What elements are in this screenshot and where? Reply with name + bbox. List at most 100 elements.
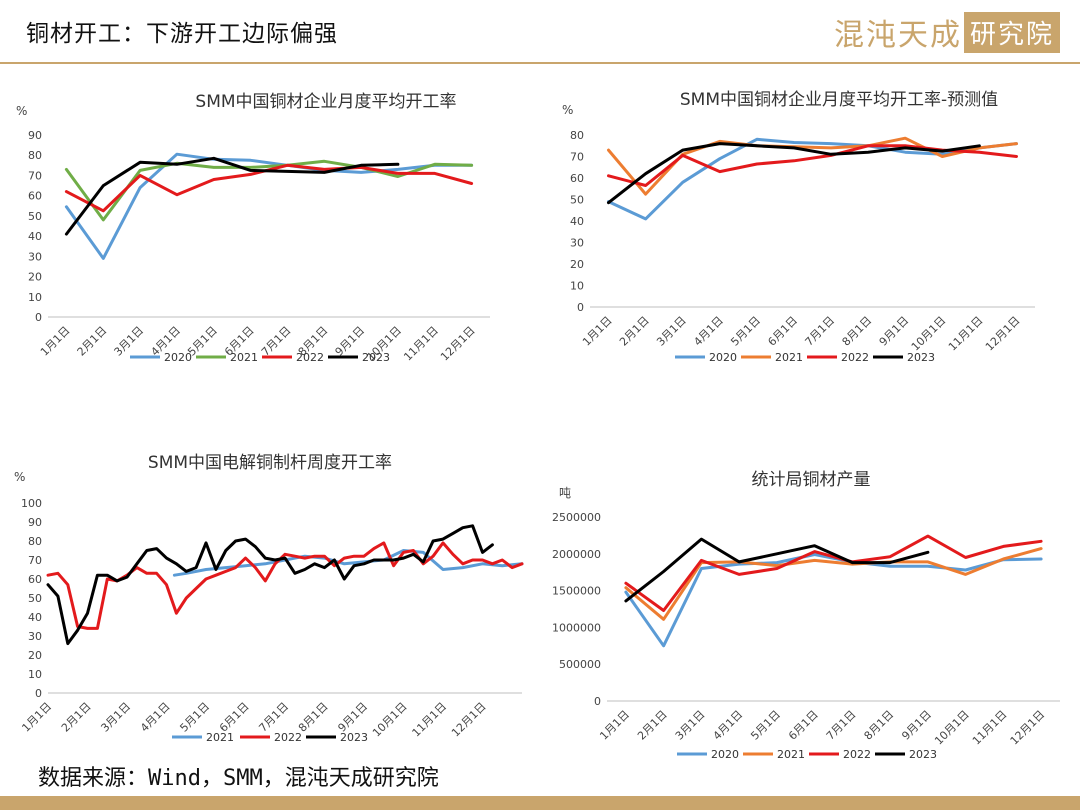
company-logo: 混沌天成 研究院	[834, 10, 1060, 54]
x-tick-label: 7月1日	[259, 324, 294, 359]
y-tick-label: 100	[21, 497, 42, 510]
x-tick-label: 6月1日	[217, 700, 252, 735]
y-tick-label: 70	[28, 554, 42, 567]
y-axis-unit: 吨	[559, 486, 571, 500]
x-tick-label: 11月1日	[970, 708, 1010, 748]
legend-label-2020: 2020	[164, 351, 192, 364]
x-tick-label: 10月1日	[370, 700, 410, 740]
y-tick-label: 90	[28, 129, 42, 142]
y-tick-label: 70	[570, 151, 584, 164]
x-tick-label: 2月1日	[635, 708, 670, 743]
x-tick-label: 5月1日	[177, 700, 212, 735]
legend-label-2023: 2023	[362, 351, 390, 364]
x-tick-label: 5月1日	[728, 314, 763, 349]
chart-title: SMM中国电解铜制杆周度开工率	[148, 453, 392, 473]
y-tick-label: 40	[28, 230, 42, 243]
y-tick-label: 50	[28, 592, 42, 605]
y-tick-label: 10	[570, 280, 584, 293]
logo-box: 研究院	[963, 11, 1060, 53]
x-tick-label: 10月1日	[932, 708, 972, 748]
logo-text: 混沌天成	[833, 18, 962, 53]
x-tick-label: 6月1日	[786, 708, 821, 743]
x-tick-label: 4月1日	[691, 314, 726, 349]
chart-title: SMM中国铜材企业月度平均开工率-预测值	[680, 90, 998, 110]
legend-label-2023: 2023	[340, 731, 368, 744]
x-tick-label: 11月1日	[946, 314, 986, 354]
x-tick-label: 2月1日	[59, 700, 94, 735]
x-tick-label: 11月1日	[401, 324, 441, 364]
series-line-2023	[607, 142, 981, 205]
series-line-2022	[46, 541, 524, 630]
legend-label-2020: 2020	[709, 351, 737, 364]
legend-label-2022: 2022	[843, 748, 871, 761]
x-tick-label: 1月1日	[597, 708, 632, 743]
x-tick-label: 2月1日	[75, 324, 110, 359]
x-tick-label: 12月1日	[438, 324, 478, 364]
x-tick-label: 1月1日	[38, 324, 73, 359]
y-tick-label: 60	[570, 172, 584, 185]
series-line-2020	[607, 137, 1018, 221]
y-tick-label: 50	[570, 194, 584, 207]
y-tick-label: 1500000	[552, 585, 601, 598]
y-axis-unit: %	[16, 104, 27, 118]
series-line-2021	[172, 549, 524, 577]
x-tick-label: 10月1日	[909, 314, 949, 354]
y-tick-label: 30	[28, 250, 42, 263]
series-line-2023	[624, 537, 930, 603]
legend-label-2022: 2022	[296, 351, 324, 364]
y-tick-label: 20	[28, 271, 42, 284]
chart-weekly-rod-operating-rate: SMM中国电解铜制杆周度开工率% 0 10 20 30 40 50 60 70 80 90 100 1月…	[14, 453, 524, 744]
x-tick-label: 1月1日	[19, 700, 54, 735]
y-axis-unit: %	[14, 470, 25, 484]
x-tick-label: 8月1日	[296, 700, 331, 735]
y-tick-label: 90	[28, 516, 42, 529]
x-tick-label: 3月1日	[654, 314, 689, 349]
y-tick-label: 80	[570, 129, 584, 142]
legend-label-2022: 2022	[274, 731, 302, 744]
series-line-2022	[624, 534, 1043, 612]
x-tick-label: 8月1日	[840, 314, 875, 349]
legend-label-2023: 2023	[909, 748, 937, 761]
x-tick-label: 9月1日	[899, 708, 934, 743]
x-tick-label: 3月1日	[673, 708, 708, 743]
y-tick-label: 500000	[559, 658, 601, 671]
y-tick-label: 50	[28, 210, 42, 223]
x-tick-label: 12月1日	[983, 314, 1023, 354]
y-tick-label: 0	[577, 301, 584, 314]
y-tick-label: 0	[35, 311, 42, 324]
legend-label-2021: 2021	[206, 731, 234, 744]
y-tick-label: 10	[28, 668, 42, 681]
x-tick-label: 8月1日	[862, 708, 897, 743]
x-tick-label: 12月1日	[449, 700, 489, 740]
chart-title: 统计局铜材产量	[752, 470, 871, 490]
series-line-2020	[64, 152, 474, 260]
y-tick-label: 40	[570, 215, 584, 228]
y-tick-label: 70	[28, 169, 42, 182]
x-tick-label: 5月1日	[748, 708, 783, 743]
chart-monthly-operating-rate: SMM中国铜材企业月度平均开工率% 0 10 20 30 40 50 60 70 80 90 1月1日…	[16, 92, 490, 364]
legend-label-2020: 2020	[711, 748, 739, 761]
y-tick-label: 30	[570, 237, 584, 250]
x-tick-label: 9月1日	[877, 314, 912, 349]
header-divider	[0, 62, 1080, 64]
y-tick-label: 2500000	[552, 511, 601, 524]
y-tick-label: 30	[28, 630, 42, 643]
x-tick-label: 4月1日	[138, 700, 173, 735]
x-tick-label: 9月1日	[335, 700, 370, 735]
x-tick-label: 12月1日	[1008, 708, 1048, 748]
y-tick-label: 0	[594, 695, 601, 708]
x-tick-label: 7月1日	[824, 708, 859, 743]
series-line-2023	[46, 524, 494, 646]
chart-monthly-operating-rate-forecast: SMM中国铜材企业月度平均开工率-预测值% 0 10 20 30 40 50 60 70 80 1月…	[562, 90, 1035, 364]
x-tick-label: 6月1日	[765, 314, 800, 349]
y-tick-label: 60	[28, 573, 42, 586]
page-title: 铜材开工：下游开工边际偏强	[26, 21, 338, 47]
x-tick-label: 3月1日	[98, 700, 133, 735]
y-tick-label: 1000000	[552, 621, 601, 634]
x-tick-label: 7月1日	[803, 314, 838, 349]
y-axis-unit: %	[562, 103, 573, 117]
legend-label-2021: 2021	[777, 748, 805, 761]
source-note: 数据来源：Wind，SMM，混沌天成研究院	[38, 766, 439, 791]
y-tick-label: 80	[28, 149, 42, 162]
